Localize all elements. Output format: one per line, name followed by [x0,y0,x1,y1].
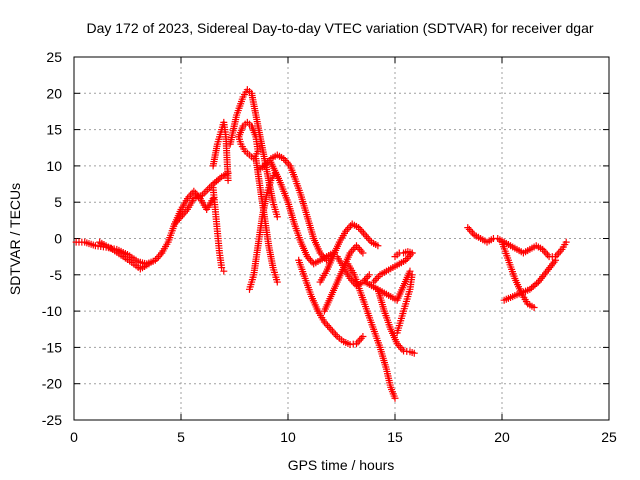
data-point [361,231,369,239]
data-point [405,253,413,261]
data-point [465,225,473,233]
data-point [216,174,224,182]
data-point [533,280,541,288]
data-point [327,325,335,333]
chart-title: Day 172 of 2023, Sidereal Day-to-day VTE… [86,20,593,36]
grid-lines [74,57,609,420]
data-point [391,394,399,402]
data-point [357,334,365,342]
y-tick-label: 15 [46,122,62,138]
data-point [562,238,570,246]
data-point [325,323,333,331]
y-axis-label: SDTVAR / TECUs [7,183,23,295]
y-tick-labels: -25 -20 -15 -10 -5 0 5 10 15 20 25 [42,49,62,428]
data-point [359,333,367,341]
data-point [408,249,416,257]
data-point [224,176,232,184]
y-tick-label: -20 [42,376,62,392]
data-point [467,227,475,235]
data-point [330,329,338,337]
data-point [358,227,366,235]
data-point [235,133,243,141]
data-point [357,247,365,255]
data-point [552,256,559,264]
x-tick-label: 10 [280,429,296,445]
data-point [410,349,418,357]
data-point [359,229,367,237]
data-point [530,303,538,311]
data-point [364,235,372,242]
data-point [273,213,281,221]
x-tick-label: 25 [601,429,617,445]
axis-ticks [73,56,610,421]
x-tick-label: 5 [177,429,185,445]
data-point [209,195,217,203]
data-point [324,322,332,330]
data-point [555,249,563,257]
data-point [408,271,416,279]
data-point [308,258,316,266]
data-point [328,327,336,335]
x-tick-labels: 0 5 10 15 20 25 [70,429,617,445]
data-point [352,242,360,250]
data-point [542,249,550,257]
data-point [155,253,163,261]
data-point [349,245,357,253]
y-tick-label: 0 [54,231,62,247]
data-point [396,343,404,351]
data-point [362,274,370,282]
y-tick-label: 10 [46,158,62,174]
y-tick-label: -25 [42,412,62,428]
data-point [202,187,210,195]
data-point [347,222,355,230]
data-point [373,274,381,282]
data-point [359,249,367,257]
data-point [220,267,228,275]
data-point [352,340,360,348]
y-tick-label: 20 [46,85,62,101]
data-point [406,267,414,275]
x-tick-label: 0 [70,429,78,445]
y-tick-label: -10 [42,303,62,319]
data-point [190,187,198,195]
data-point [283,158,291,166]
y-tick-label: 5 [54,194,62,210]
x-axis-label: GPS time / hours [288,457,395,473]
data-point [356,245,364,253]
data-point [365,271,373,279]
data-point [363,233,371,241]
y-tick-label: -5 [50,267,63,283]
data-point [543,251,551,259]
data-point [218,264,226,272]
x-tick-label: 15 [387,429,403,445]
data-point [332,331,340,339]
y-tick-label: 25 [46,49,62,65]
data-point [553,251,561,259]
data-point [356,336,364,344]
data-point [464,224,472,232]
data-point [145,260,153,268]
data-point [371,276,379,284]
data-point [273,278,281,286]
data-point [374,242,382,250]
y-tick-label: -15 [42,339,62,355]
x-tick-label: 20 [494,429,510,445]
data-marks [72,86,570,402]
data-point [354,244,362,252]
